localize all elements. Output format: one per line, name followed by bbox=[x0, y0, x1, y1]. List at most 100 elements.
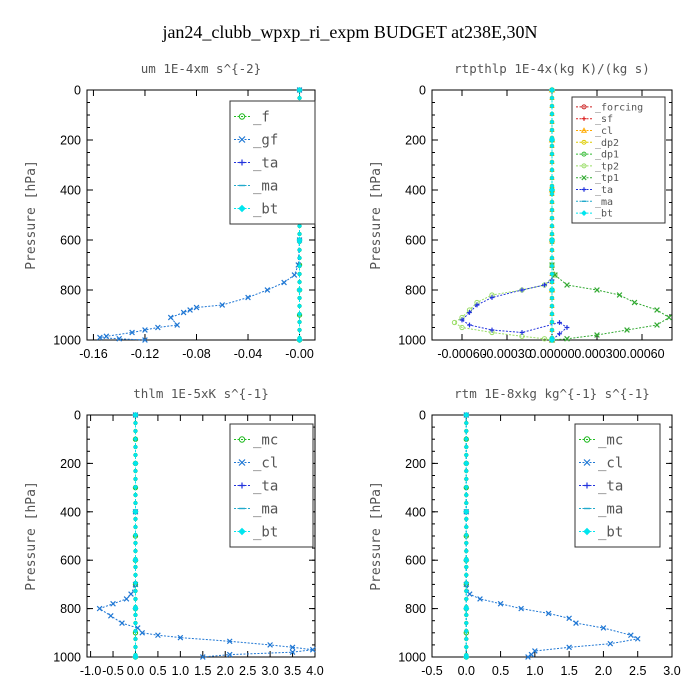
data-point bbox=[624, 327, 630, 333]
y-tick-label: 400 bbox=[60, 505, 81, 519]
data-point bbox=[463, 644, 469, 650]
data-point bbox=[463, 428, 469, 434]
series-bt bbox=[548, 86, 556, 344]
data-point bbox=[132, 460, 138, 466]
data-point bbox=[103, 333, 110, 340]
data-point bbox=[155, 632, 161, 639]
data-point bbox=[549, 239, 555, 245]
data-point bbox=[477, 596, 483, 602]
data-point bbox=[132, 580, 138, 586]
data-point bbox=[542, 282, 547, 288]
data-point bbox=[463, 500, 469, 506]
data-point bbox=[549, 127, 555, 133]
legend-label: _dp1 bbox=[595, 150, 619, 161]
legend-marker bbox=[238, 527, 246, 536]
data-point bbox=[132, 556, 138, 562]
data-point bbox=[549, 111, 555, 117]
data-point bbox=[297, 311, 303, 317]
data-point bbox=[245, 294, 251, 301]
x-tick-label: 4.0 bbox=[306, 664, 323, 678]
y-tick-label: 800 bbox=[60, 602, 81, 616]
data-point bbox=[549, 271, 555, 277]
data-point bbox=[463, 604, 469, 610]
legend-marker bbox=[581, 151, 587, 157]
data-point bbox=[463, 540, 469, 546]
legend-marker bbox=[581, 104, 587, 110]
data-point bbox=[564, 282, 570, 288]
data-point bbox=[96, 605, 103, 612]
data-point bbox=[463, 524, 469, 530]
panel-title: rtm 1E-8xkg kg^{-1} s^{-1} bbox=[454, 386, 650, 401]
data-point bbox=[519, 330, 525, 335]
legend-label: _bt bbox=[253, 524, 278, 540]
legend-marker bbox=[239, 482, 245, 489]
data-point bbox=[463, 452, 469, 458]
legend-label: _ma bbox=[598, 501, 623, 517]
data-point bbox=[549, 87, 555, 93]
y-tick-label: 400 bbox=[405, 505, 426, 519]
x-tick-label: 2.5 bbox=[629, 664, 646, 678]
data-point bbox=[463, 444, 469, 450]
data-point bbox=[549, 95, 555, 101]
data-point bbox=[132, 524, 138, 530]
data-point bbox=[132, 468, 138, 474]
data-point bbox=[549, 143, 555, 149]
data-point bbox=[187, 307, 193, 313]
x-tick-label: -0.00060 bbox=[437, 347, 486, 361]
data-point bbox=[132, 612, 138, 618]
data-point bbox=[297, 271, 303, 277]
y-tick-label: 600 bbox=[60, 554, 81, 568]
data-point bbox=[174, 322, 180, 328]
data-point bbox=[549, 327, 555, 333]
data-point bbox=[459, 324, 465, 331]
legend-marker bbox=[581, 187, 587, 192]
data-point bbox=[463, 612, 469, 618]
x-tick-label: -0.5 bbox=[421, 664, 443, 678]
legend-label: _ma bbox=[595, 197, 613, 208]
data-point bbox=[132, 644, 138, 650]
data-point bbox=[631, 299, 638, 306]
data-point bbox=[281, 279, 287, 286]
data-point bbox=[463, 572, 469, 578]
y-axis-label: Pressure [hPa] bbox=[369, 481, 384, 591]
legend-label: _bt bbox=[598, 524, 623, 540]
data-point bbox=[497, 600, 504, 607]
data-point bbox=[463, 412, 469, 418]
legend-label: _ta bbox=[253, 478, 278, 494]
legend-label: _tp2 bbox=[595, 161, 619, 172]
data-point bbox=[132, 588, 138, 594]
legend-label: _bt bbox=[253, 201, 278, 217]
data-point bbox=[566, 644, 572, 651]
data-point bbox=[142, 337, 148, 343]
legend-marker bbox=[583, 459, 591, 466]
data-point bbox=[463, 508, 469, 514]
series-bt bbox=[463, 411, 470, 661]
data-point bbox=[549, 159, 555, 165]
x-tick-label: -0.5 bbox=[102, 664, 124, 678]
data-point bbox=[132, 508, 138, 514]
y-tick-label: 1000 bbox=[398, 334, 426, 348]
data-point bbox=[654, 307, 660, 313]
data-point bbox=[180, 309, 187, 316]
data-point bbox=[566, 615, 572, 622]
legend-marker bbox=[581, 116, 587, 121]
data-point bbox=[549, 199, 555, 205]
data-point bbox=[463, 636, 469, 642]
data-point bbox=[132, 652, 138, 658]
data-point bbox=[541, 336, 548, 342]
data-point bbox=[549, 151, 555, 157]
data-point bbox=[193, 304, 200, 311]
data-point bbox=[142, 327, 148, 333]
legend-label: _ta bbox=[253, 155, 278, 171]
data-point bbox=[132, 412, 138, 418]
data-point bbox=[139, 629, 146, 636]
data-point bbox=[549, 247, 555, 253]
data-point bbox=[297, 303, 303, 309]
y-tick-label: 1000 bbox=[53, 334, 81, 348]
data-point bbox=[107, 613, 114, 619]
x-tick-label: 1.5 bbox=[194, 664, 211, 678]
legend-label: _ta bbox=[595, 185, 613, 196]
legend-marker bbox=[581, 175, 587, 181]
data-point bbox=[451, 319, 458, 326]
y-tick-label: 800 bbox=[405, 602, 426, 616]
